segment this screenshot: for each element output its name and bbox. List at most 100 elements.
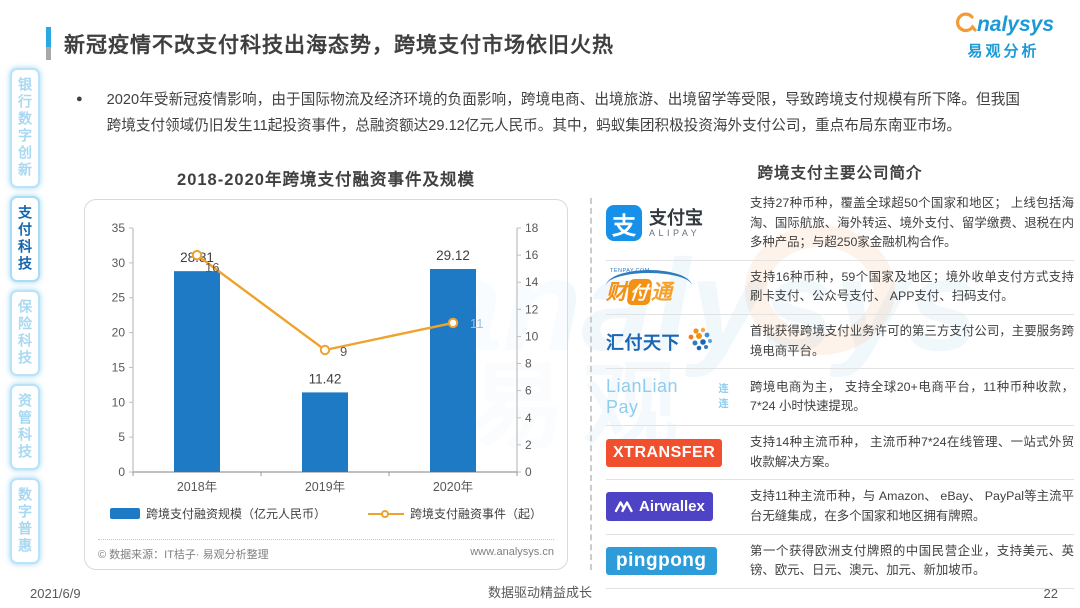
header: 新冠疫情不改支付科技出海态势，跨境支付市场依旧火热 xyxy=(46,27,614,60)
right-axis-tick: 2 xyxy=(525,438,532,452)
source-url[interactable]: www.analysys.cn xyxy=(470,546,554,558)
footer-date: 2021/6/9 xyxy=(30,586,81,601)
bar-value-label: 11.42 xyxy=(309,371,342,386)
analysys-logo-text: nalysys xyxy=(976,12,1054,36)
sidebar-item-insurance[interactable]: 保险科技 xyxy=(10,290,40,376)
companies-panel: 跨境支付主要公司简介 支 支付宝 ALIPAY 支持27种币种，覆盖全球超50个… xyxy=(606,161,1074,589)
chart-title: 2018-2020年跨境支付融资事件及规模 xyxy=(177,171,475,189)
funding-chart: 0510152025303502468101214161828.8111.422… xyxy=(85,200,567,505)
bullet-icon: ● xyxy=(76,93,83,105)
right-axis-tick: 0 xyxy=(525,465,532,479)
bar-2020年 xyxy=(430,268,476,472)
analysys-logo-chinese: 易观分析 xyxy=(967,43,1040,60)
x-axis-label: 2020年 xyxy=(433,480,473,494)
intro-section: ● 2020年受新冠疫情影响，由于国际物流及经济环境的负面影响，跨境电商、出境旅… xyxy=(76,88,1020,140)
company-desc: 支持16种币种，59个国家及地区；境外收单支付方式支持刷卡支付、公众号支付、 A… xyxy=(750,269,1074,304)
sidebar-item-digital-inclusion[interactable]: 数字普惠 xyxy=(10,478,40,564)
company-desc: 支持27种币种，覆盖全球超50个国家和地区； 上线包括海淘、国际航旅、海外转运、… xyxy=(750,196,1074,250)
company-row-pingpong: pingpong 第一个获得欧洲支付牌照的中国民营企业，支持美元、英镑、欧元、日… xyxy=(606,535,1074,589)
left-axis-tick: 20 xyxy=(112,326,126,340)
right-axis-tick: 10 xyxy=(525,329,539,343)
lianlian-name: LianLian Pay xyxy=(606,376,679,418)
left-axis-tick: 35 xyxy=(112,221,126,235)
left-axis-tick: 0 xyxy=(118,465,125,479)
right-axis-tick: 18 xyxy=(525,221,539,235)
lianlian-logo: LianLian Pay 连连 xyxy=(606,376,738,418)
left-axis-tick: 10 xyxy=(112,395,126,409)
intro-paragraph: 2020年受新冠疫情影响，由于国际物流及经济环境的负面影响，跨境电商、出境旅游、… xyxy=(106,92,1020,134)
legend-item-bar: 跨境支付融资规模（亿元人民币） xyxy=(109,505,326,522)
companies-title: 跨境支付主要公司简介 xyxy=(757,165,923,182)
alipay-name-cn: 支付宝 xyxy=(649,207,703,228)
pingpong-name: pingpong xyxy=(606,547,717,576)
alipay-logo: 支 支付宝 ALIPAY xyxy=(606,205,738,242)
company-desc: 第一个获得欧洲支付牌照的中国民营企业，支持美元、英镑、欧元、日元、澳元、加元、新… xyxy=(750,543,1074,578)
left-axis-tick: 15 xyxy=(112,360,126,374)
left-axis-tick: 30 xyxy=(112,256,126,270)
right-axis-tick: 16 xyxy=(525,248,539,262)
analysys-logo: nalysys 易观分析 xyxy=(953,10,1054,61)
x-axis-label: 2018年 xyxy=(177,480,217,494)
line-point xyxy=(319,344,331,356)
airwallex-name: Airwallex xyxy=(639,498,705,516)
airwallex-wave-icon xyxy=(614,499,634,514)
chart-legend: 跨境支付融资规模（亿元人民币） 跨境支付融资事件（起） xyxy=(85,505,567,522)
company-row-alipay: 支 支付宝 ALIPAY 支持27种币种，覆盖全球超50个国家和地区； 上线包括… xyxy=(606,187,1074,261)
sidebar-item-payment[interactable]: 支付科技 xyxy=(10,196,40,282)
company-row-huifu: 汇付天下 首批获得跨境支付业务许可的第三方支付公司，主要服务跨境电商平台。 xyxy=(606,315,1074,370)
left-axis-tick: 25 xyxy=(112,291,126,305)
company-desc: 支持14种主流币种， 主流币种7*24在线管理、一站式外贸收款解决方案。 xyxy=(750,435,1074,469)
company-row-airwallex: Airwallex 支持11种主流币种，与 Amazon、 eBay、 PayP… xyxy=(606,480,1074,535)
events-line xyxy=(196,254,454,352)
page-title: 新冠疫情不改支付科技出海态势，跨境支付市场依旧火热 xyxy=(64,33,614,57)
legend-line-label: 跨境支付融资事件（起） xyxy=(410,507,543,521)
legend-bar-label: 跨境支付融资规模（亿元人民币） xyxy=(145,507,326,521)
alipay-name-en: ALIPAY xyxy=(649,227,701,238)
data-source: © 数据来源：IT桔子· 易观分析整理 xyxy=(98,549,269,561)
footer-slogan: 数据驱动精益成长 xyxy=(487,585,592,600)
column-divider xyxy=(590,198,592,570)
title-accent-bar xyxy=(46,27,51,60)
company-row-tenpay: TENPAY.COM 财付通 支持16种币种，59个国家及地区；境外收单支付方式… xyxy=(606,261,1074,315)
legend-item-line: 跨境支付融资事件（起） xyxy=(368,505,542,522)
sidebar-item-banking[interactable]: 银行数字创新 xyxy=(10,68,40,188)
right-axis-tick: 4 xyxy=(525,411,532,425)
chapter-sidebar: 银行数字创新 支付科技 保险科技 资管科技 数字普惠 xyxy=(8,68,42,564)
xtransfer-logo: XTRANSFER xyxy=(606,438,738,467)
bar-2019年 xyxy=(302,392,348,472)
huifu-pinwheel-icon xyxy=(686,326,714,357)
bar-2018年 xyxy=(174,271,220,472)
line-value-label: 11 xyxy=(470,316,484,331)
line-value-label: 9 xyxy=(340,344,347,359)
line-value-label: 16 xyxy=(205,260,219,275)
tenpay-swoosh-icon xyxy=(606,270,692,286)
right-axis-tick: 6 xyxy=(525,384,532,398)
x-axis-label: 2019年 xyxy=(305,480,345,494)
company-desc: 支持11种主流币种，与 Amazon、 eBay、 PayPal等主流平台无缝集… xyxy=(750,489,1074,523)
chart-section: 2018-2020年跨境支付融资事件及规模 0 5 10 15 20 25 30 35 0 2 4 6… xyxy=(84,166,568,570)
tenpay-logo: TENPAY.COM 财付通 xyxy=(606,268,738,306)
analysys-logo-icon xyxy=(953,10,977,39)
company-desc: 跨境电商为主， 支持全球20+电商平台，11种币种收款，7*24 小时快速提现。 xyxy=(750,379,1074,414)
company-desc: 首批获得跨境支付业务许可的第三方支付公司，主要服务跨境电商平台。 xyxy=(750,323,1074,358)
line-point xyxy=(191,249,203,261)
bar-swatch-icon xyxy=(109,508,140,519)
footer-page-number: 22 xyxy=(1043,586,1058,601)
company-row-xtransfer: XTRANSFER 支持14种主流币种， 主流币种7*24在线管理、一站式外贸收… xyxy=(606,426,1074,481)
right-axis-tick: 12 xyxy=(525,302,539,316)
xtransfer-name: XTRANSFER xyxy=(606,438,723,467)
huifu-logo: 汇付天下 xyxy=(606,326,738,357)
right-axis-tick: 14 xyxy=(525,275,539,289)
chart-source-row: © 数据来源：IT桔子· 易观分析整理 www.analysys.cn xyxy=(98,539,554,562)
left-axis-tick: 5 xyxy=(118,430,125,444)
right-axis-tick: 8 xyxy=(525,357,532,371)
bar-value-label: 29.12 xyxy=(436,248,470,263)
huifu-name: 汇付天下 xyxy=(606,332,680,353)
lianlian-suffix: 连连 xyxy=(718,384,729,411)
airwallex-logo: Airwallex xyxy=(606,492,738,522)
chart-card: 0510152025303502468101214161828.8111.422… xyxy=(84,199,568,570)
sidebar-item-asset-mgmt[interactable]: 资管科技 xyxy=(10,384,40,470)
pingpong-logo: pingpong xyxy=(606,547,738,576)
alipay-icon: 支 xyxy=(606,205,642,242)
